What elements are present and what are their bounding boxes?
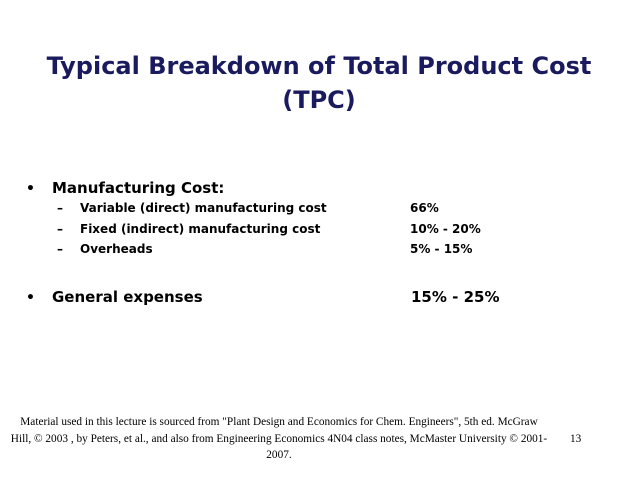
sub-item-overheads: – Overheads 5% - 15% bbox=[57, 240, 517, 258]
bullet-label: General expenses bbox=[52, 288, 203, 306]
sub-item-label: Fixed (indirect) manufacturing cost bbox=[80, 222, 321, 236]
sub-item-value: 10% - 20% bbox=[410, 222, 481, 236]
sub-item-value: 5% - 15% bbox=[410, 242, 473, 256]
slide-title: Typical Breakdown of Total Product Cost … bbox=[46, 52, 592, 114]
general-expenses-value: 15% - 25% bbox=[411, 288, 500, 306]
sub-item-variable-cost: – Variable (direct) manufacturing cost 6… bbox=[57, 199, 517, 217]
source-footnote: Material used in this lecture is sourced… bbox=[10, 416, 548, 461]
page-number: 13 bbox=[570, 433, 582, 445]
bullet-marker: • bbox=[26, 181, 35, 197]
sub-item-label: Variable (direct) manufacturing cost bbox=[80, 201, 327, 215]
bullet-general-expenses: • General expenses bbox=[26, 287, 203, 308]
sub-item-fixed-cost: – Fixed (indirect) manufacturing cost 10… bbox=[57, 220, 517, 238]
bullet-manufacturing-cost: • Manufacturing Cost: bbox=[26, 178, 224, 199]
bullet-marker: • bbox=[26, 290, 35, 306]
dash-marker: – bbox=[57, 201, 63, 215]
dash-marker: – bbox=[57, 242, 63, 256]
bullet-label: Manufacturing Cost: bbox=[52, 179, 225, 197]
sub-item-label: Overheads bbox=[80, 242, 153, 256]
sub-item-value: 66% bbox=[410, 201, 439, 215]
dash-marker: – bbox=[57, 222, 63, 236]
